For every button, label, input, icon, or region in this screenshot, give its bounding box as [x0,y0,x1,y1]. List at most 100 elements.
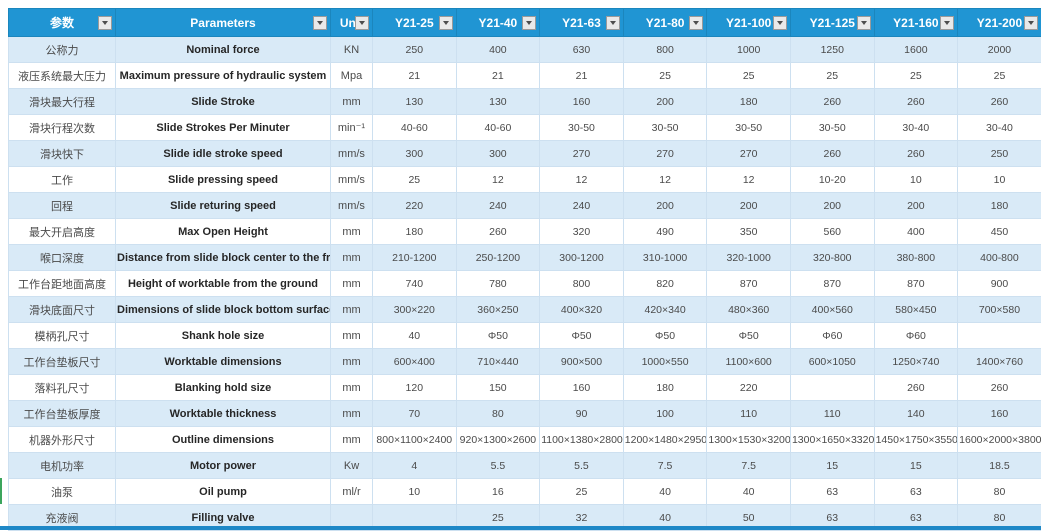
param-value: 30-50 [623,115,707,141]
filter-dropdown-icon[interactable] [773,16,787,30]
param-value: 25 [790,63,874,89]
param-name-en: Slide Strokes Per Minuter [116,115,331,141]
param-value: 21 [456,63,540,89]
param-value: 90 [540,401,624,427]
column-header-label: Y21-125 [810,16,855,30]
triangle-down-icon [861,21,867,25]
param-value: 21 [373,63,457,89]
filter-dropdown-icon[interactable] [439,16,453,30]
param-value: 7.5 [707,453,791,479]
param-value: 300×220 [373,297,457,323]
param-value: 7.5 [623,453,707,479]
param-value: 240 [456,193,540,219]
param-value: 40 [707,479,791,505]
param-name-zh: 喉口深度 [9,245,116,271]
param-value: 160 [540,375,624,401]
param-name-zh: 液压系统最大压力 [9,63,116,89]
param-value: 270 [707,141,791,167]
filter-dropdown-icon[interactable] [522,16,536,30]
column-header-y21-100: Y21-100 [707,9,791,37]
param-value: 630 [540,37,624,63]
param-value: 30-50 [790,115,874,141]
param-value: 400×320 [540,297,624,323]
row-selection-accent [0,478,2,504]
param-value: 1200×1480×2950 [623,427,707,453]
param-value: 30-40 [958,115,1041,141]
param-value: 180 [623,375,707,401]
triangle-down-icon [693,21,699,25]
column-header-label: Y21-200 [977,16,1022,30]
param-value: 63 [790,479,874,505]
param-value: 380-800 [874,245,958,271]
param-value [958,323,1041,349]
column-header-label: Parameters [190,16,255,30]
param-value: 10 [373,479,457,505]
param-unit: Mpa [331,63,373,89]
param-value: 400 [874,219,958,245]
triangle-down-icon [944,21,950,25]
param-value: 12 [540,167,624,193]
filter-dropdown-icon[interactable] [857,16,871,30]
param-value: 16 [456,479,540,505]
param-value: 180 [958,193,1041,219]
param-value: 600×1050 [790,349,874,375]
param-value: 15 [874,453,958,479]
filter-dropdown-icon[interactable] [313,16,327,30]
param-value: 270 [623,141,707,167]
param-value: 4 [373,453,457,479]
param-value: 5.5 [456,453,540,479]
param-value: 350 [707,219,791,245]
filter-dropdown-icon[interactable] [98,16,112,30]
param-value: 260 [874,89,958,115]
filter-dropdown-icon[interactable] [940,16,954,30]
param-value: 420×340 [623,297,707,323]
filter-dropdown-icon[interactable] [689,16,703,30]
param-value: Φ50 [707,323,791,349]
column-header-parameters: Parameters [116,9,331,37]
filter-dropdown-icon[interactable] [355,16,369,30]
param-value: 360×250 [456,297,540,323]
param-value: 480×360 [707,297,791,323]
filter-dropdown-icon[interactable] [1024,16,1038,30]
column-header-参数: 参数 [9,9,116,37]
param-name-en: Worktable dimensions [116,349,331,375]
param-value: 25 [958,63,1041,89]
param-value: 260 [790,89,874,115]
param-value: 25 [373,167,457,193]
param-unit: mm [331,375,373,401]
param-value: Φ50 [456,323,540,349]
param-name-zh: 工作台垫板厚度 [9,401,116,427]
param-value: 5.5 [540,453,624,479]
param-value: 320-800 [790,245,874,271]
param-name-en: Slide returing speed [116,193,331,219]
param-value: 15 [790,453,874,479]
param-value: 400-800 [958,245,1041,271]
param-value: Φ50 [623,323,707,349]
param-name-zh: 滑块最大行程 [9,89,116,115]
param-value: 25 [874,63,958,89]
param-value: 580×450 [874,297,958,323]
param-name-zh: 工作台垫板尺寸 [9,349,116,375]
param-name-en: Worktable thickness [116,401,331,427]
next-header-strip [0,526,1041,530]
param-value: 200 [623,193,707,219]
param-unit: Kw [331,453,373,479]
filter-dropdown-icon[interactable] [606,16,620,30]
param-value: 920×1300×2600 [456,427,540,453]
param-name-en: Slide pressing speed [116,167,331,193]
param-value: 40-60 [456,115,540,141]
param-value: 900×500 [540,349,624,375]
param-unit: min⁻¹ [331,115,373,141]
param-value: 70 [373,401,457,427]
param-value: 250 [373,37,457,63]
param-value: 1100×1380×2800 [540,427,624,453]
param-value: 200 [874,193,958,219]
param-name-en: Height of worktable from the ground [116,271,331,297]
column-header-y21-63: Y21-63 [540,9,624,37]
param-name-zh: 模柄孔尺寸 [9,323,116,349]
